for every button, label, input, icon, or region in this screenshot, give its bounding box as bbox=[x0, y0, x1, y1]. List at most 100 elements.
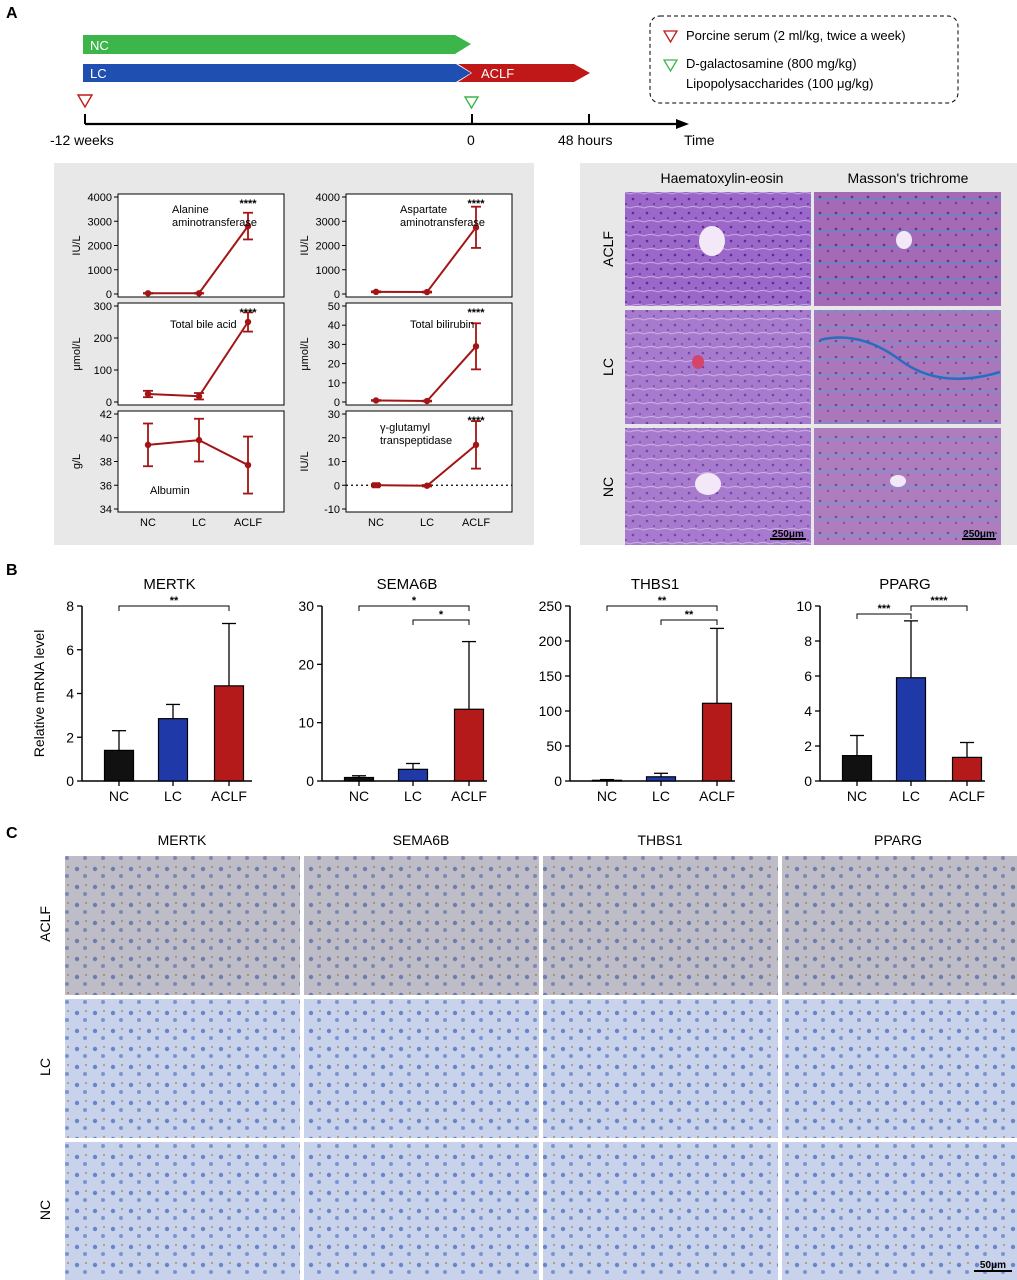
ihc-col-title: SEMA6B bbox=[393, 832, 450, 848]
y-tick-label: 8 bbox=[66, 598, 74, 614]
chart-title: Alanine bbox=[172, 204, 209, 216]
histology-row-label: ACLF bbox=[600, 231, 616, 267]
y-tick-label: 6 bbox=[804, 668, 812, 684]
masson-scale-label: 250μm bbox=[963, 529, 995, 540]
line-chart-0: 4000 3000 2000 1000 0 IU/L **** Alanineaminotra… bbox=[71, 192, 285, 301]
y-tick-label: 300 bbox=[94, 301, 112, 313]
y-tick-label: 2000 bbox=[88, 241, 112, 253]
y-axis-label: g/L bbox=[71, 454, 83, 469]
x-tick-label: ACLF bbox=[451, 788, 487, 804]
y-tick-label: 20 bbox=[328, 433, 340, 445]
ihc-image-thbs1-lc bbox=[543, 999, 778, 1138]
y-tick-label: 38 bbox=[100, 457, 112, 469]
panel-label-a: A bbox=[6, 5, 18, 22]
y-tick-label: 50 bbox=[328, 301, 340, 313]
significance-bracket bbox=[118, 605, 230, 611]
y-tick-label: 34 bbox=[100, 504, 112, 516]
y-tick-label: 150 bbox=[539, 668, 563, 684]
aclf-bar-label: ACLF bbox=[481, 66, 514, 81]
significance-bracket bbox=[910, 605, 968, 611]
plot-area bbox=[345, 410, 513, 513]
x-tick-label: NC bbox=[109, 788, 129, 804]
x-tick-label: ACLF bbox=[699, 788, 735, 804]
he-aclf-vessel bbox=[699, 226, 725, 256]
y-tick-label: 4 bbox=[66, 686, 74, 702]
legend-porcine-icon bbox=[662, 30, 679, 44]
data-point bbox=[195, 290, 203, 297]
y-axis-label: IU/L bbox=[71, 235, 83, 255]
ihc-image-thbs1-aclf bbox=[543, 856, 778, 995]
y-tick-label: 200 bbox=[539, 633, 563, 649]
data-point bbox=[144, 390, 152, 398]
masson-image-nc bbox=[814, 428, 1001, 545]
y-tick-label: 2000 bbox=[316, 241, 340, 253]
histology-col-title: Haematoxylin-eosin bbox=[661, 170, 784, 186]
plot-area bbox=[117, 302, 285, 406]
line-chart-2: 300 200 100 0 μmol/L ****Total bile acid bbox=[71, 301, 285, 409]
significance-label: **** bbox=[467, 415, 485, 427]
y-axis-label: IU/L bbox=[299, 235, 311, 255]
bar bbox=[343, 776, 375, 782]
x-tick-label: LC bbox=[404, 788, 422, 804]
ihc-stain-overlay bbox=[65, 856, 300, 995]
y-axis-label: μmol/L bbox=[299, 337, 311, 370]
x-tick-label: NC bbox=[368, 517, 384, 529]
data-point bbox=[244, 318, 252, 326]
he-lc-vessel bbox=[692, 355, 704, 369]
y-tick-label: 20 bbox=[298, 656, 314, 672]
chart-title: PPARG bbox=[879, 576, 930, 593]
plot-area bbox=[345, 193, 513, 298]
time-axis-arrow-icon bbox=[676, 119, 689, 129]
significance-label: ** bbox=[658, 595, 667, 607]
x-tick-label: NC bbox=[140, 517, 156, 529]
bar bbox=[213, 685, 245, 782]
y-tick-label: 40 bbox=[328, 320, 340, 332]
data-point bbox=[195, 393, 203, 400]
ihc-col-title: PPARG bbox=[874, 832, 922, 848]
panel-label-b: B bbox=[6, 562, 18, 579]
bar-chart-mertk: MERTK 8 6 4 2 0 Relative mRNA level NC LC ACLF ** bbox=[31, 576, 252, 804]
y-tick-label: 4000 bbox=[88, 192, 112, 204]
porcine-serum-marker-icon bbox=[76, 94, 94, 109]
significance-bracket bbox=[856, 613, 912, 619]
he-image-lc bbox=[625, 310, 811, 424]
y-tick-label: 42 bbox=[100, 409, 112, 421]
bar bbox=[397, 768, 429, 782]
bar-chart-thbs1: THBS1 250 200 150 100 50 0 NC LC ACLF ** ** bbox=[539, 576, 735, 804]
x-tick-label: LC bbox=[652, 788, 670, 804]
significance-label: **** bbox=[467, 307, 485, 319]
line-chart-5: 30 20 10 0 -10 IU/L **** γ-glutamyltranspeptida… bbox=[299, 409, 513, 529]
bar bbox=[645, 776, 677, 782]
panel-label-c: C bbox=[6, 825, 18, 842]
x-tick-label: NC bbox=[847, 788, 867, 804]
x-tick-label: LC bbox=[420, 517, 434, 529]
significance-bracket bbox=[358, 605, 470, 611]
time-tick-label: -12 weeks bbox=[50, 132, 114, 148]
y-tick-label: 100 bbox=[94, 365, 112, 377]
x-tick-label: ACLF bbox=[462, 517, 490, 529]
x-tick-label: LC bbox=[902, 788, 920, 804]
y-axis-label: μmol/L bbox=[71, 337, 83, 370]
line-chart-4: 42 40 38 36 34 g/L Albumin NC LC ACLF bbox=[71, 409, 285, 529]
data-point bbox=[144, 290, 152, 297]
y-tick-label: 0 bbox=[334, 480, 340, 492]
treatment-legend-box bbox=[649, 15, 959, 104]
masson-aclf-vessel bbox=[896, 231, 912, 249]
aclf-timeline-bar bbox=[458, 64, 590, 82]
lc-timeline-bar bbox=[83, 64, 471, 82]
y-tick-label: 1000 bbox=[316, 265, 340, 277]
y-tick-label: 50 bbox=[546, 738, 562, 754]
masson-lc-fibrosis bbox=[819, 336, 1001, 380]
data-point bbox=[372, 482, 380, 489]
y-tick-label: 3000 bbox=[88, 216, 112, 228]
y-tick-label: 10 bbox=[328, 378, 340, 390]
ihc-image-pparg-aclf bbox=[782, 856, 1017, 995]
bar bbox=[701, 702, 733, 782]
time-axis-label: Time bbox=[684, 132, 715, 148]
chart-title: SEMA6B bbox=[377, 576, 438, 593]
biochemistry-charts: 40003000200010000IU/L****Alanineaminotra… bbox=[71, 192, 513, 529]
legend-dgal-icon bbox=[662, 59, 679, 73]
nc-timeline-bar bbox=[83, 35, 471, 54]
